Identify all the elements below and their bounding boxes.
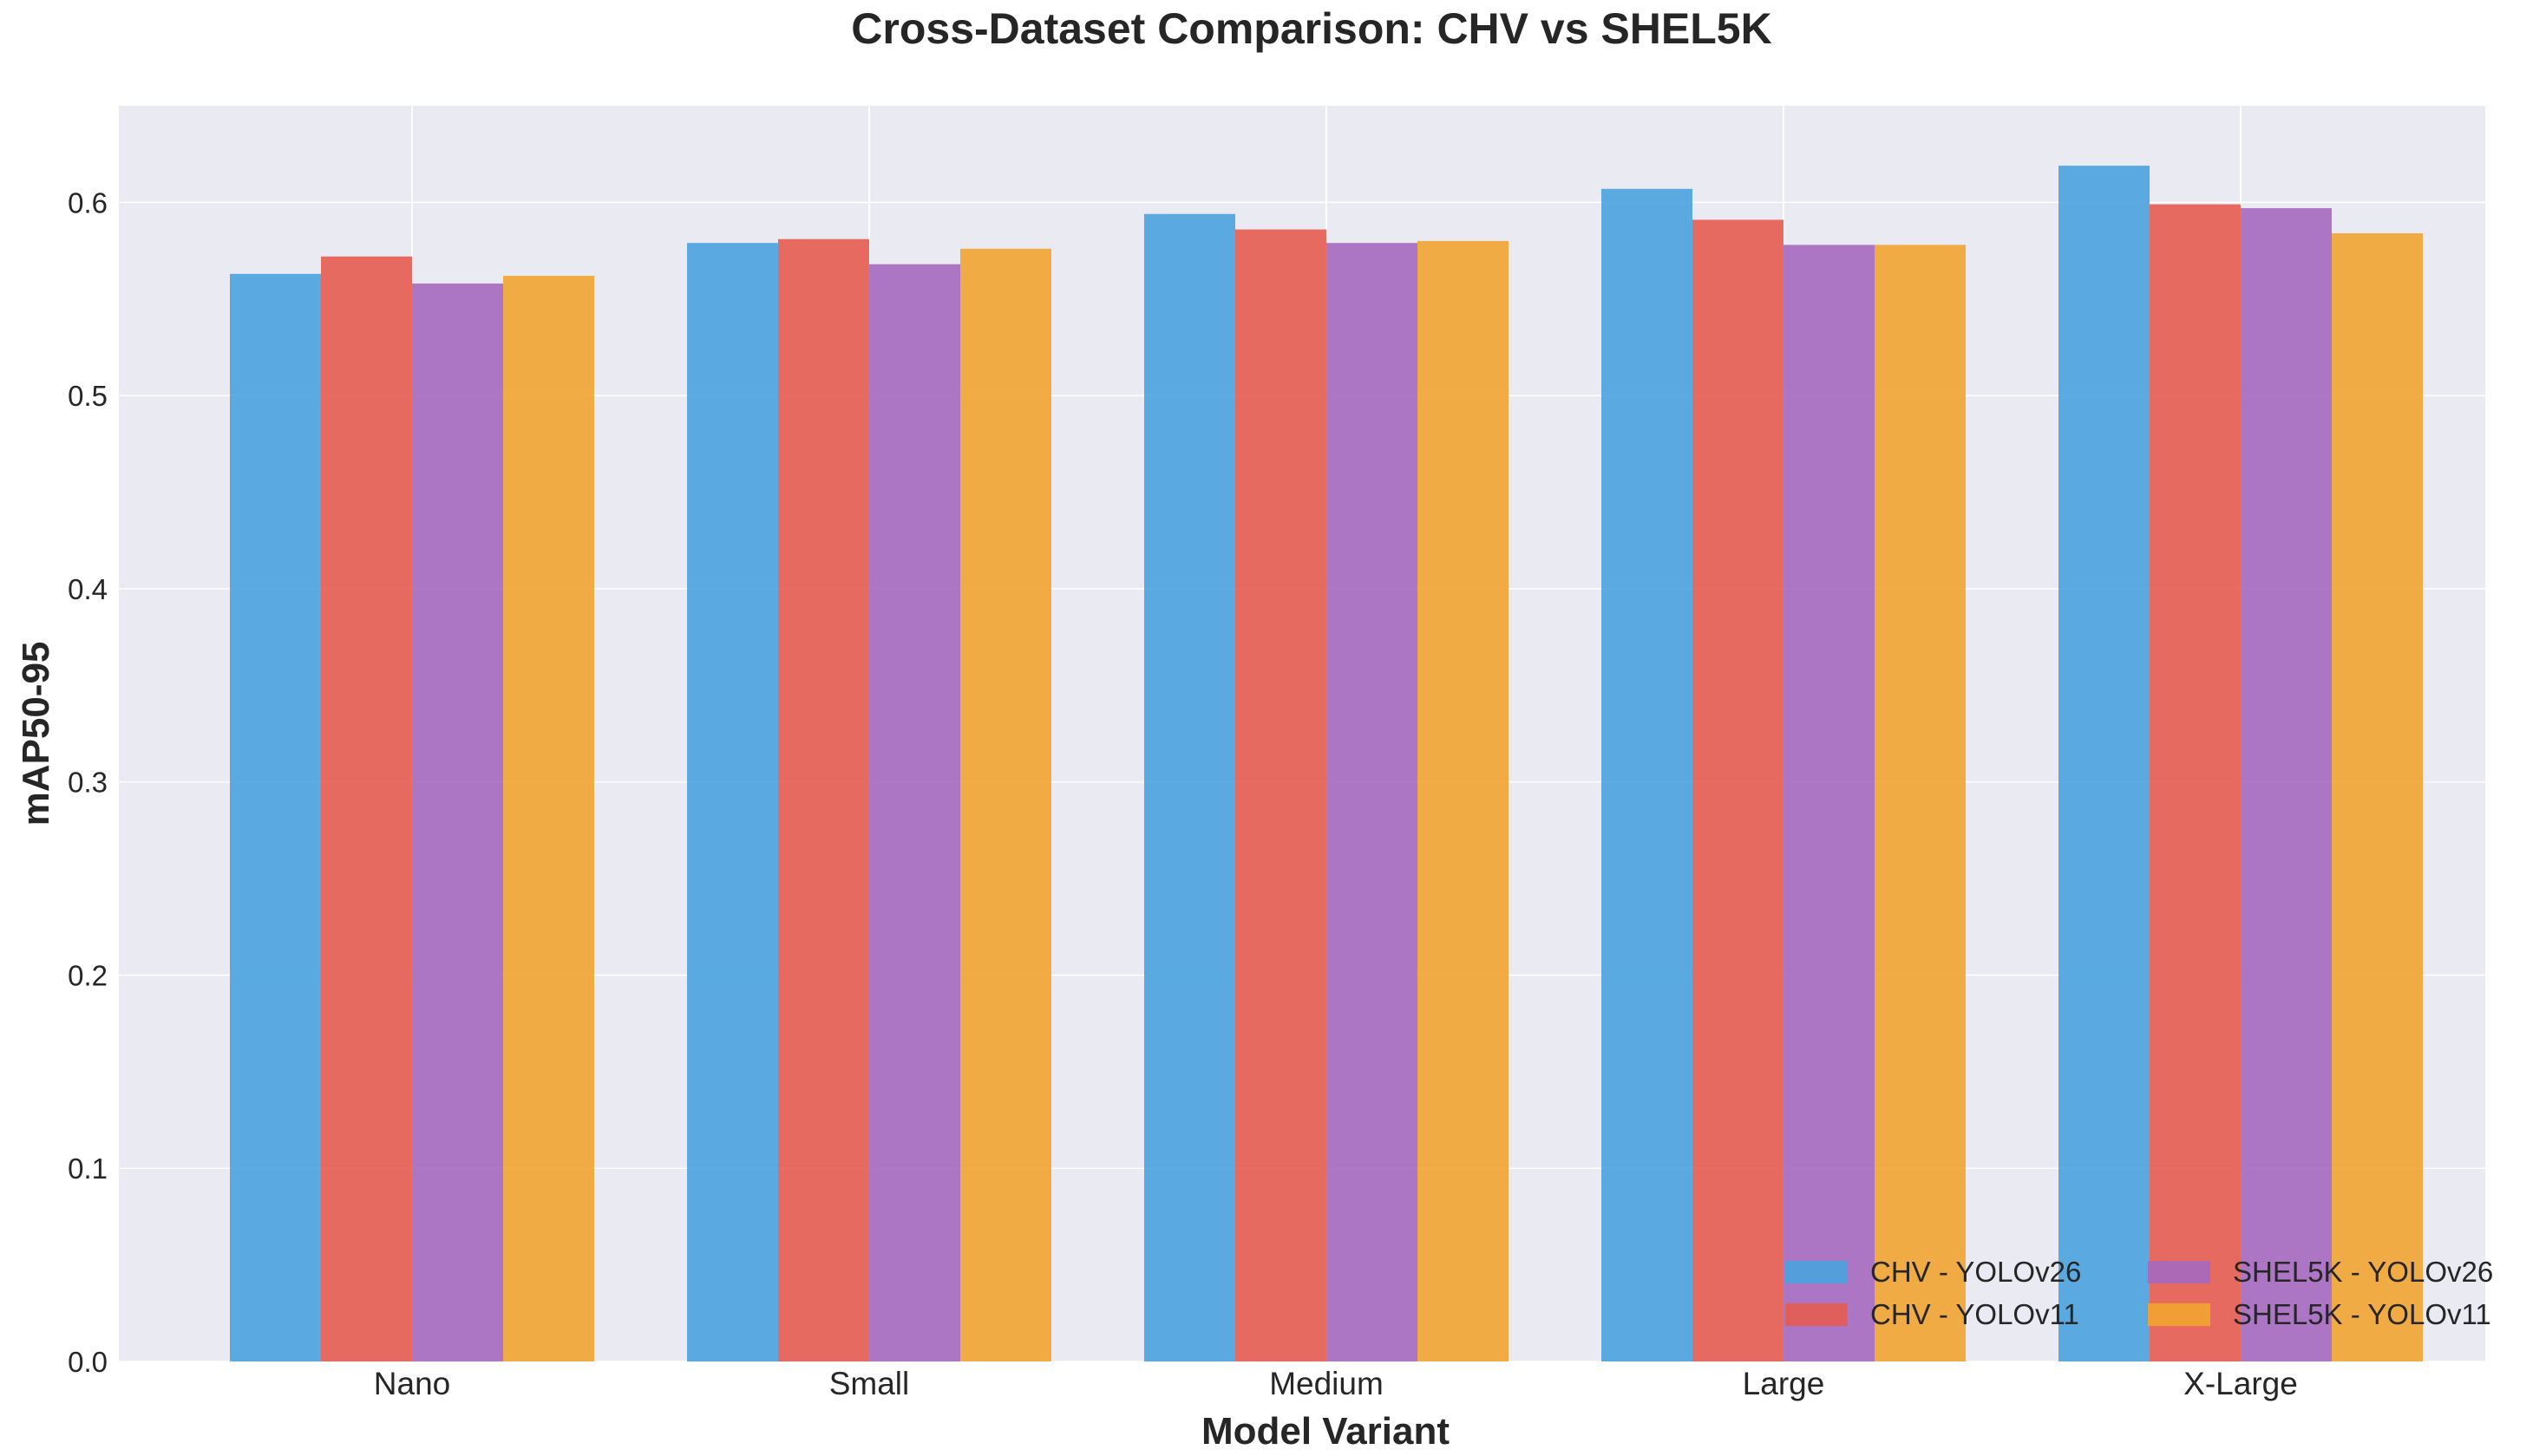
y-tick-label: 0.1 xyxy=(68,1152,108,1185)
bar-shel5k-yolov11-small xyxy=(960,248,1051,1361)
bar-chv-yolov11-small xyxy=(778,238,869,1362)
y-axis-label: mAP50-95 xyxy=(15,642,57,826)
legend-swatch-chv-yolov11 xyxy=(1785,1303,1848,1326)
legend-label-chv-yolov26: CHV - YOLOv26 xyxy=(1870,1256,2081,1288)
legend-swatch-shel5k-yolov26 xyxy=(2148,1261,2210,1283)
bar-shel5k-yolov26-medium xyxy=(1326,243,1417,1362)
legend-swatch-chv-yolov26 xyxy=(1785,1261,1848,1283)
bar-chv-yolov11-medium xyxy=(1235,229,1326,1362)
bar-chv-yolov26-x-large xyxy=(2058,166,2150,1361)
chart-title: Cross-Dataset Comparison: CHV vs SHEL5K xyxy=(851,4,1771,53)
bar-chv-yolov26-large xyxy=(1601,188,1692,1361)
y-tick-label: 0.3 xyxy=(68,767,108,799)
bars xyxy=(230,166,2423,1362)
bar-shel5k-yolov11-nano xyxy=(503,276,594,1362)
bar-chv-yolov26-medium xyxy=(1144,213,1235,1362)
y-tick-label: 0.2 xyxy=(68,959,108,991)
legend-label-chv-yolov11: CHV - YOLOv11 xyxy=(1870,1298,2079,1330)
x-tick-label-x-large: X-Large xyxy=(2183,1366,2298,1401)
legend-label-shel5k-yolov11: SHEL5K - YOLOv11 xyxy=(2233,1298,2491,1330)
bar-shel5k-yolov26-large xyxy=(1784,245,1875,1362)
legend-label-shel5k-yolov26: SHEL5K - YOLOv26 xyxy=(2233,1256,2493,1288)
y-tick-label: 0.5 xyxy=(68,380,108,412)
y-tick-label: 0.6 xyxy=(68,186,108,219)
x-tick-label-large: Large xyxy=(1743,1366,1825,1401)
x-tick-label-medium: Medium xyxy=(1269,1366,1384,1401)
y-tick-label: 0.0 xyxy=(68,1346,108,1378)
bar-shel5k-yolov11-x-large xyxy=(2332,233,2423,1361)
x-tick-label-nano: Nano xyxy=(374,1366,450,1401)
bar-chv-yolov11-nano xyxy=(321,256,412,1361)
legend: CHV - YOLOv26 CHV - YOLOv11 SHEL5K - YOL… xyxy=(1785,1256,2493,1330)
x-tick-label-small: Small xyxy=(829,1366,910,1401)
bar-shel5k-yolov26-x-large xyxy=(2241,208,2332,1362)
y-tick-label: 0.4 xyxy=(68,573,108,605)
bar-shel5k-yolov26-small xyxy=(869,264,960,1361)
bar-chv-yolov26-nano xyxy=(230,273,321,1362)
bar-chv-yolov11-large xyxy=(1692,219,1784,1362)
bar-chv-yolov26-small xyxy=(687,243,778,1362)
x-ticks: Nano Small Medium Large X-Large xyxy=(374,1366,2298,1401)
bar-shel5k-yolov11-large xyxy=(1875,245,1966,1362)
bar-chv-yolov11-x-large xyxy=(2150,204,2241,1361)
y-ticks: 0.0 0.1 0.2 0.3 0.4 0.5 0.6 xyxy=(68,186,108,1378)
bar-shel5k-yolov11-medium xyxy=(1417,240,1509,1361)
legend-swatch-shel5k-yolov11 xyxy=(2148,1303,2210,1326)
bar-shel5k-yolov26-nano xyxy=(412,283,503,1361)
x-axis-label: Model Variant xyxy=(1201,1410,1450,1453)
